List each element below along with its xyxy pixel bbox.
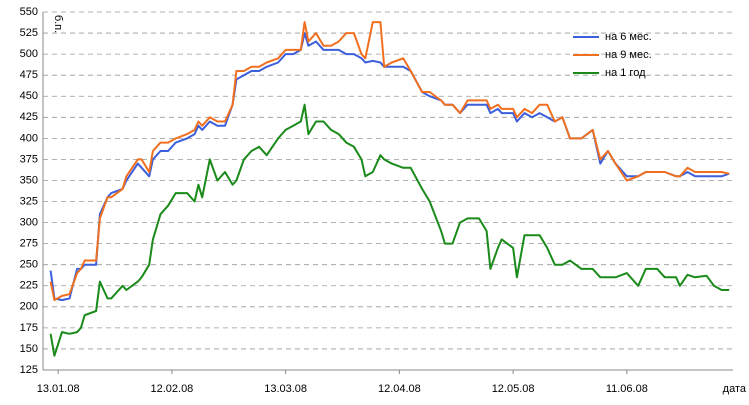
y-tick-label: 425 [20,111,38,123]
y-tick-label: 200 [20,301,38,313]
y-tick-label: 450 [20,90,38,102]
y-tick-label: 325 [20,195,38,207]
y-tick-label: 150 [20,343,38,355]
y-tick-label: 375 [20,153,38,165]
y-tick-label: 175 [20,322,38,334]
y-tick-label: 225 [20,280,38,292]
legend-label: на 1 год [605,67,646,79]
y-tick-label: 350 [20,174,38,186]
y-tick-label: 550 [20,6,38,18]
x-axis-label: дата [723,383,747,395]
x-tick-label: 12.02.08 [150,383,193,395]
y-tick-label: 275 [20,238,38,250]
x-tick-label: 13.03.08 [264,383,307,395]
y-tick-label: 250 [20,259,38,271]
y-tick-label: 300 [20,216,38,228]
y-tick-label: 525 [20,27,38,39]
y-tick-label: 500 [20,48,38,60]
series-line [49,21,730,302]
series-line [49,103,730,357]
legend-label: на 6 мес. [605,31,652,43]
x-tick-label: 13.01.08 [37,383,80,395]
legend-label: на 9 мес. [605,49,652,61]
y-tick-label: 125 [20,364,38,376]
x-tick-label: 12.04.08 [378,383,421,395]
y-tick-label: 475 [20,69,38,81]
x-tick-label: 11.06.08 [606,383,648,395]
y-tick-label: 400 [20,132,38,144]
y-axis-label: б.п. [52,15,64,33]
x-tick-label: 12.05.08 [492,383,535,395]
